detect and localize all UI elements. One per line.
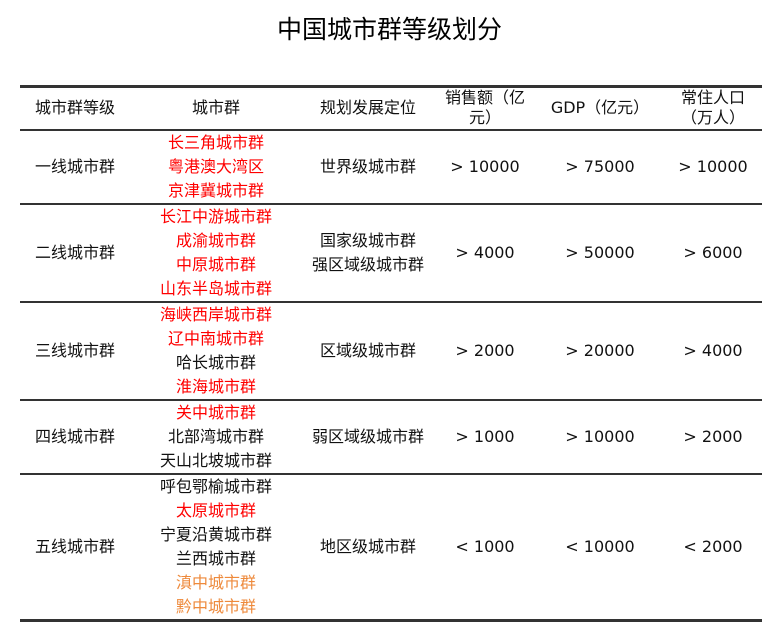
- positioning-text: 强区域级城市群: [311, 254, 424, 274]
- header-positioning: 规划发展定位: [319, 98, 416, 118]
- cell-population: > 2000: [683, 426, 743, 446]
- cell-sales: > 10000: [450, 156, 520, 176]
- positioning-text: 弱区域级城市群: [311, 426, 424, 446]
- city-cluster-name: 长三角城市群: [167, 132, 264, 152]
- cell-gdp: > 75000: [565, 156, 635, 176]
- cell-population: > 6000: [683, 242, 743, 262]
- cell-clusters: 呼包鄂榆城市群 太原城市群宁夏沿黄城市群 兰西城市群滇中城市群黔中城市群: [130, 474, 302, 621]
- cell-population: < 2000: [683, 536, 743, 556]
- header-population: 常住人口（万人）: [680, 88, 745, 128]
- city-cluster-name: 滇中城市群: [175, 572, 256, 592]
- cell-positioning: 国家级城市群 强区域级城市群: [302, 204, 434, 302]
- cell-level: 二线城市群: [34, 242, 115, 262]
- cell-positioning: 地区级城市群: [302, 474, 434, 621]
- table-row: 四线城市群 关中城市群 北部湾城市群 天山北坡城市群 弱区域级城市群 > 1000 > 10…: [20, 400, 762, 474]
- cell-clusters: 海峡西岸城市群 辽中南城市群 哈长城市群淮海城市群: [130, 302, 302, 400]
- cell-sales: > 2000: [455, 340, 515, 360]
- cell-positioning: 区域级城市群: [302, 302, 434, 400]
- cell-population: > 4000: [683, 340, 743, 360]
- city-cluster-table: 城市群等级 城市群 规划发展定位 销售额（亿元） GDP（亿元） 常住人口（万人…: [20, 85, 762, 622]
- city-cluster-name: 成渝城市群: [175, 230, 256, 250]
- cell-population: > 10000: [678, 156, 748, 176]
- header-sales: 销售额（亿元）: [444, 88, 525, 128]
- city-cluster-name: 海峡西岸城市群: [159, 304, 272, 324]
- positioning-text: 地区级城市群: [319, 536, 416, 556]
- cell-clusters: 长江中游城市群 成渝城市群中原城市群山东半岛城市群: [130, 204, 302, 302]
- table-header-row: 城市群等级 城市群 规划发展定位 销售额（亿元） GDP（亿元） 常住人口（万人…: [20, 86, 762, 130]
- table-row: 二线城市群 长江中游城市群 成渝城市群 中原城市群 山东半岛城市群 国家级城市群 强区域级城…: [20, 204, 762, 302]
- cell-gdp: > 20000: [565, 340, 635, 360]
- city-cluster-name: 京津冀城市群: [167, 180, 264, 200]
- city-cluster-name: 粤港澳大湾区: [167, 156, 264, 176]
- header-clusters: 城市群: [191, 98, 240, 118]
- cell-level: 三线城市群: [34, 340, 115, 360]
- cell-gdp: > 10000: [565, 426, 635, 446]
- cell-sales: < 1000: [455, 536, 515, 556]
- city-cluster-name: 兰西城市群: [175, 548, 256, 568]
- page-title: 中国城市群等级划分: [276, 15, 502, 44]
- city-cluster-name: 宁夏沿黄城市群: [159, 524, 272, 544]
- header-level: 城市群等级: [34, 98, 115, 118]
- cell-gdp: < 10000: [565, 536, 635, 556]
- cell-positioning: 世界级城市群: [302, 130, 434, 204]
- cell-clusters: 关中城市群北部湾城市群 天山北坡城市群: [130, 400, 302, 474]
- cell-sales: > 1000: [455, 426, 515, 446]
- positioning-text: 区域级城市群: [319, 340, 416, 360]
- cell-level: 一线城市群: [34, 156, 115, 176]
- positioning-text: 国家级城市群: [319, 230, 416, 250]
- city-cluster-name: 太原城市群: [175, 500, 256, 520]
- table-row: 一线城市群 长三角城市群 粤港澳大湾区 京津冀城市群 世界级城市群 > 10000 > 75…: [20, 130, 762, 204]
- cell-clusters: 长三角城市群 粤港澳大湾区 京津冀城市群: [130, 130, 302, 204]
- cell-gdp: > 50000: [565, 242, 635, 262]
- table-row: 三线城市群 海峡西岸城市群 辽中南城市群 哈长城市群 淮海城市群 区域级城市群 > 2000…: [20, 302, 762, 400]
- city-cluster-name: 呼包鄂榆城市群: [159, 476, 272, 496]
- city-cluster-name: 中原城市群: [175, 254, 256, 274]
- cell-sales: > 4000: [455, 242, 515, 262]
- cell-level: 四线城市群: [34, 426, 115, 446]
- positioning-text: 世界级城市群: [319, 156, 416, 176]
- city-cluster-name: 哈长城市群: [175, 352, 256, 372]
- header-gdp: GDP（亿元）: [550, 98, 650, 118]
- cell-positioning: 弱区域级城市群: [302, 400, 434, 474]
- city-cluster-name: 关中城市群: [175, 402, 256, 422]
- table-row: 五线城市群 呼包鄂榆城市群 太原城市群 宁夏沿黄城市群 兰西城市群 滇中城市群 黔中城市群地…: [20, 474, 762, 621]
- city-cluster-name: 淮海城市群: [175, 376, 256, 396]
- city-cluster-name: 天山北坡城市群: [159, 450, 272, 470]
- city-cluster-name: 北部湾城市群: [167, 426, 264, 446]
- city-cluster-name: 长江中游城市群: [159, 206, 272, 226]
- city-cluster-name: 辽中南城市群: [167, 328, 264, 348]
- city-cluster-name: 山东半岛城市群: [159, 278, 272, 298]
- city-cluster-name: 黔中城市群: [175, 596, 256, 616]
- cell-level: 五线城市群: [34, 536, 115, 556]
